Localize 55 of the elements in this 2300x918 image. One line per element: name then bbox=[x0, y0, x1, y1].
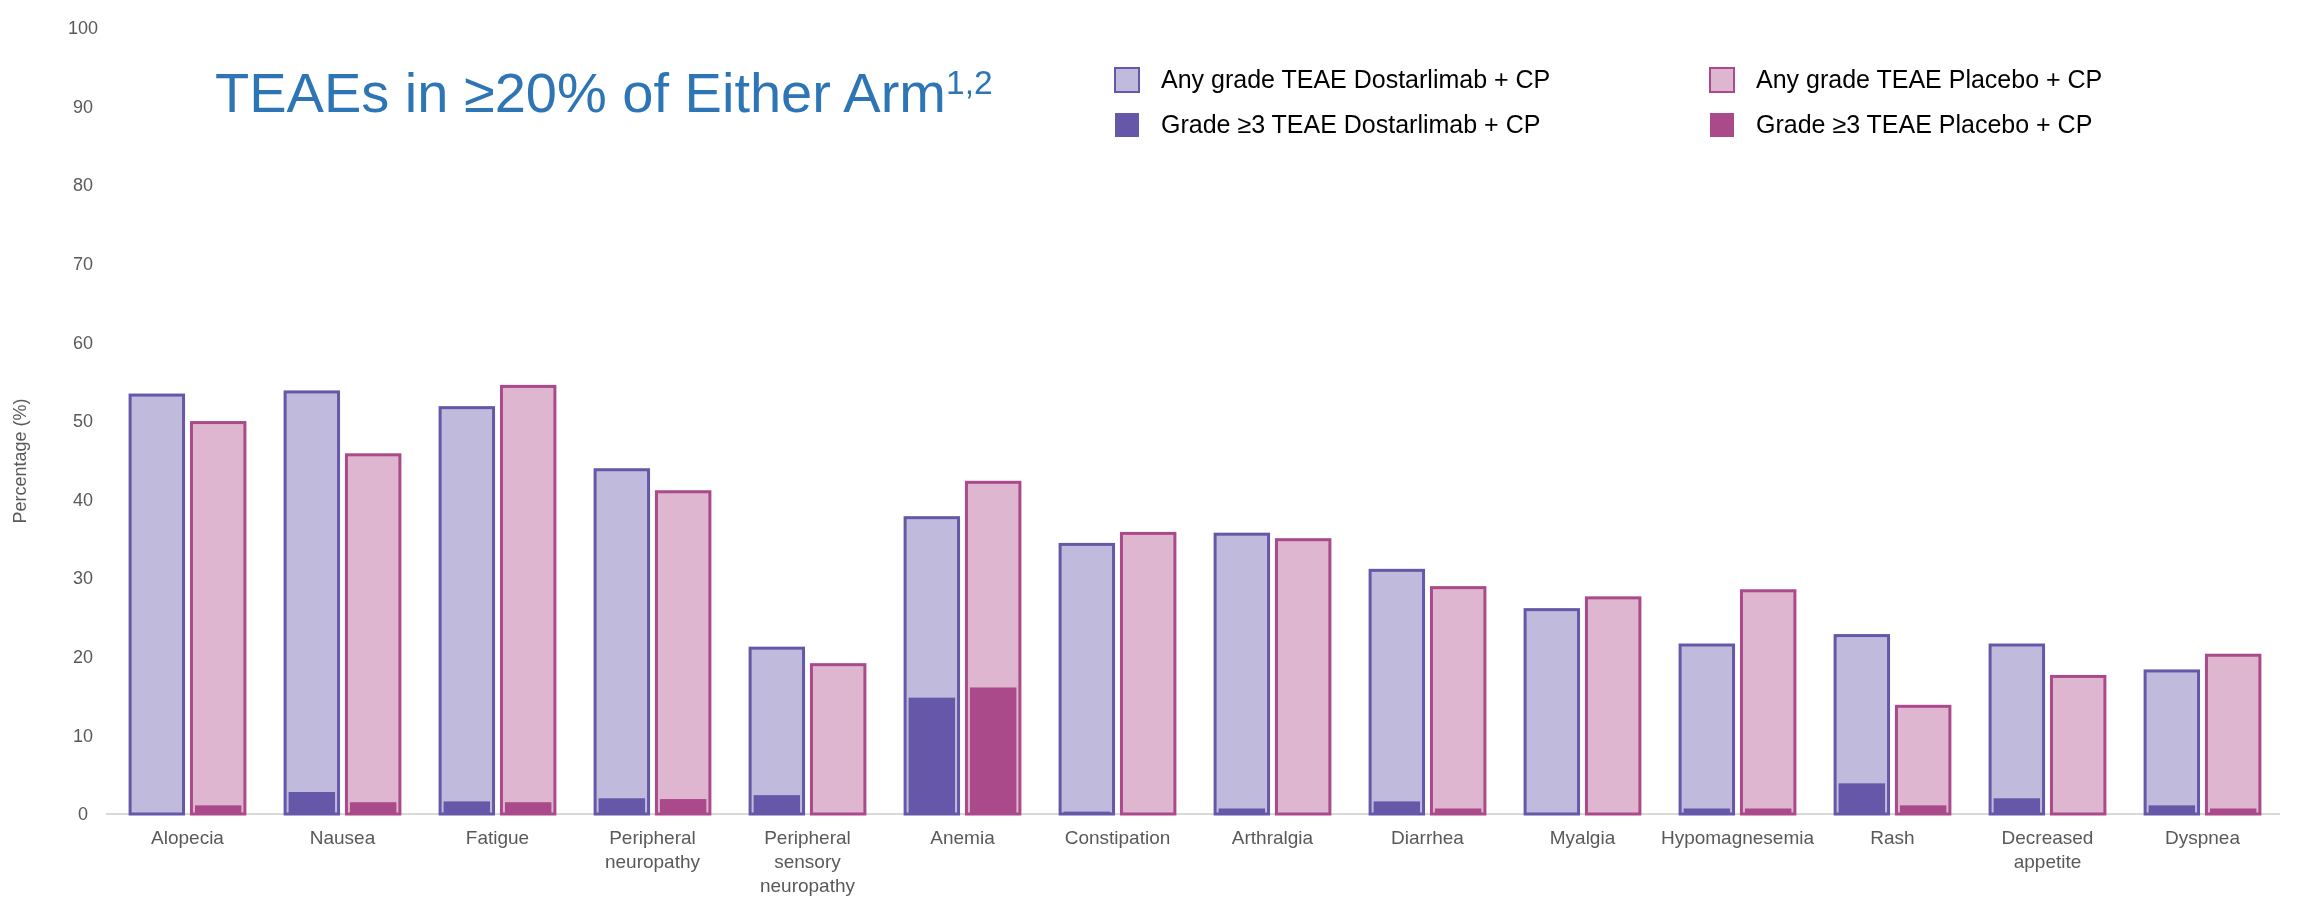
x-tick-label: Constipation bbox=[1064, 827, 1171, 848]
y-tick-label: 10 bbox=[72, 725, 94, 746]
y-tick-label: 40 bbox=[72, 489, 94, 510]
bar bbox=[593, 468, 651, 816]
bar bbox=[2049, 674, 2107, 816]
x-tick-label: Alopecia bbox=[151, 827, 225, 848]
bar bbox=[809, 663, 867, 816]
bar bbox=[1274, 538, 1332, 816]
x-tick-label: Peripheral sensory neuropathy bbox=[759, 827, 856, 896]
bar bbox=[128, 393, 186, 816]
y-tick-label: 60 bbox=[72, 332, 94, 353]
bar bbox=[283, 390, 341, 816]
y-tick-label: 100 bbox=[67, 18, 99, 39]
x-tick-label: Arthralgia bbox=[1231, 827, 1314, 848]
bar bbox=[1584, 596, 1642, 816]
bar bbox=[499, 384, 557, 816]
x-tick-label: Decreased appetite bbox=[2001, 827, 2094, 872]
y-tick-label: 90 bbox=[72, 96, 94, 117]
y-tick-label: 70 bbox=[72, 254, 94, 275]
x-tick-label: Rash bbox=[1870, 827, 1915, 848]
y-tick-label: 80 bbox=[72, 175, 94, 196]
legend-label: Grade ≥3 TEAE Placebo + CP bbox=[1756, 110, 2093, 138]
legend-label: Any grade TEAE Placebo + CP bbox=[1756, 65, 2103, 93]
bar bbox=[2143, 669, 2201, 816]
legend-label: Grade ≥3 TEAE Dostarlimab + CP bbox=[1161, 110, 1541, 138]
y-axis-title: Percentage (%) bbox=[10, 398, 30, 524]
bar bbox=[1739, 589, 1797, 816]
y-tick-label: 30 bbox=[72, 568, 94, 589]
text: TEAEs in ≥20% of Either Arm$^{1,2}$ bbox=[215, 61, 993, 124]
bar bbox=[654, 490, 712, 816]
bar bbox=[1058, 542, 1116, 816]
bar bbox=[1678, 643, 1736, 816]
bar bbox=[1368, 568, 1426, 816]
bar bbox=[2204, 653, 2262, 816]
x-tick-label: Dyspnea bbox=[2165, 827, 2241, 848]
x-tick-label: Nausea bbox=[309, 827, 376, 848]
bar bbox=[1119, 531, 1177, 816]
bar bbox=[344, 453, 402, 816]
x-tick-label: Fatigue bbox=[465, 827, 530, 848]
y-tick-label: 20 bbox=[72, 647, 94, 668]
bar bbox=[438, 406, 496, 816]
x-tick-label: Anemia bbox=[930, 827, 996, 848]
bar bbox=[1213, 532, 1271, 816]
x-tick-label: Hypomagnesemia bbox=[1660, 827, 1815, 848]
bar bbox=[1894, 704, 1952, 816]
x-tick-label: Myalgia bbox=[1549, 827, 1616, 848]
bar bbox=[1523, 608, 1581, 816]
bar bbox=[189, 421, 247, 816]
x-tick-label: Diarrhea bbox=[1391, 827, 1465, 848]
legend-label: Any grade TEAE Dostarlimab + CP bbox=[1161, 65, 1551, 93]
x-tick-label: Peripheral neuropathy bbox=[604, 827, 701, 872]
y-tick-label: 0 bbox=[77, 804, 89, 825]
bar bbox=[1988, 643, 2046, 816]
bar bbox=[1429, 586, 1487, 816]
y-tick-label: 50 bbox=[72, 411, 94, 432]
